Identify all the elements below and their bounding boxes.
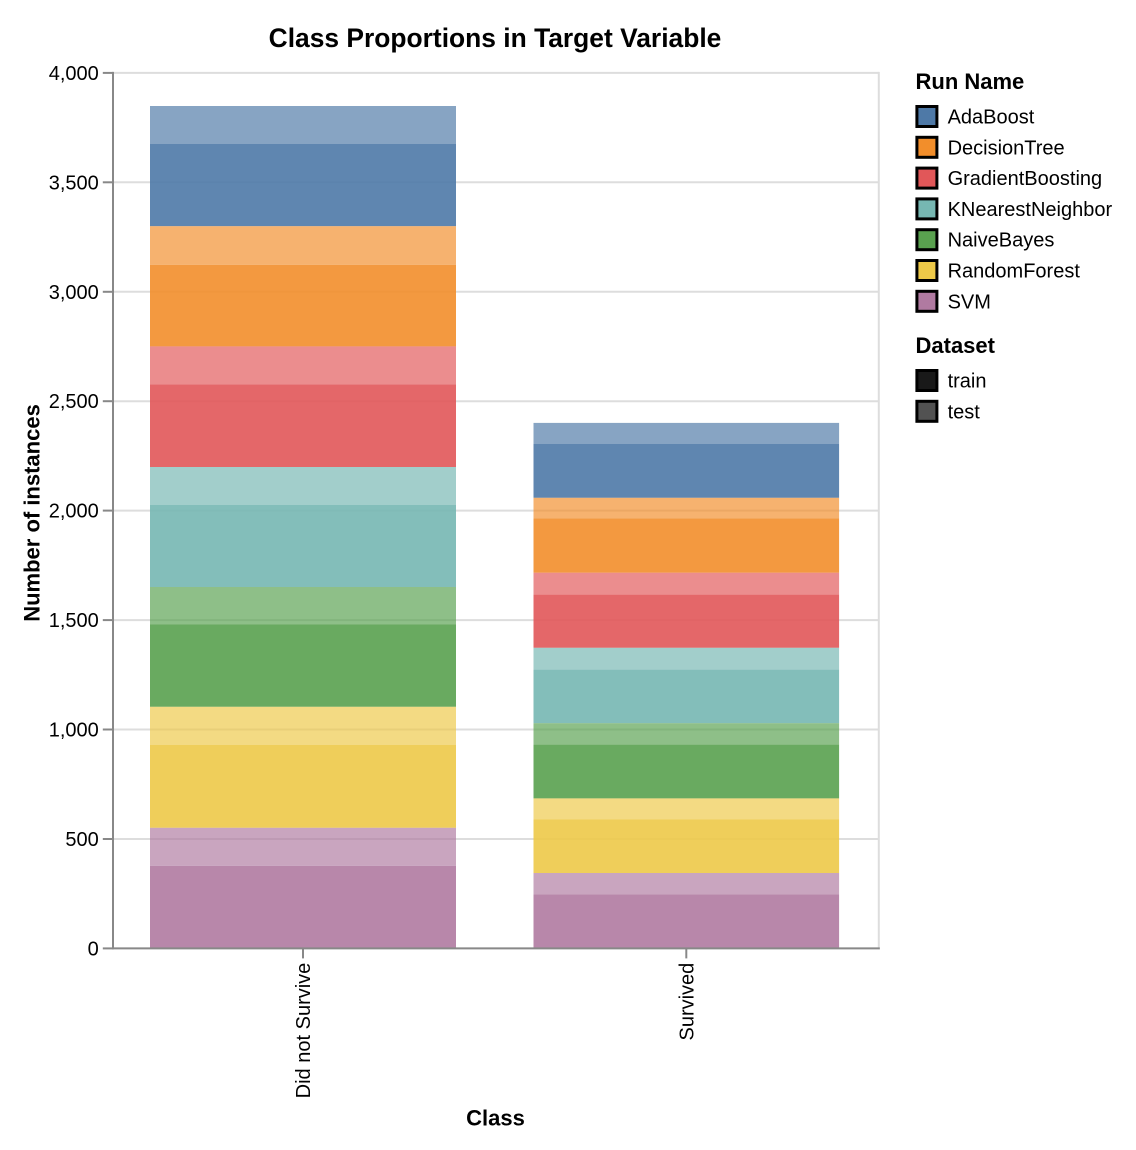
svg-text:DecisionTree: DecisionTree [948,137,1065,159]
svg-text:4,000: 4,000 [49,63,99,85]
svg-text:SVM: SVM [948,291,991,313]
svg-text:Dataset: Dataset [916,333,996,358]
svg-text:Survived: Survived [676,963,698,1041]
svg-text:3,500: 3,500 [49,172,99,194]
svg-text:Class Proportions in Target Va: Class Proportions in Target Variable [269,23,722,53]
svg-text:KNearestNeighbor: KNearestNeighbor [948,199,1113,221]
svg-text:0: 0 [88,938,99,960]
svg-text:RandomForest: RandomForest [948,261,1081,283]
svg-text:Class: Class [466,1105,525,1130]
svg-text:1,000: 1,000 [49,720,99,742]
svg-text:500: 500 [65,829,98,851]
svg-text:Number of instances: Number of instances [20,404,45,622]
svg-text:AdaBoost: AdaBoost [948,107,1035,129]
svg-text:1,500: 1,500 [49,610,99,632]
svg-text:NaiveBayes: NaiveBayes [948,230,1055,252]
svg-text:Run Name: Run Name [916,69,1025,94]
svg-text:3,000: 3,000 [49,282,99,304]
svg-text:2,000: 2,000 [49,501,99,523]
svg-text:2,500: 2,500 [49,391,99,413]
svg-text:GradientBoosting: GradientBoosting [948,168,1103,190]
svg-text:train: train [948,371,987,393]
svg-text:test: test [948,401,981,423]
svg-text:Did not Survive: Did not Survive [293,963,315,1099]
